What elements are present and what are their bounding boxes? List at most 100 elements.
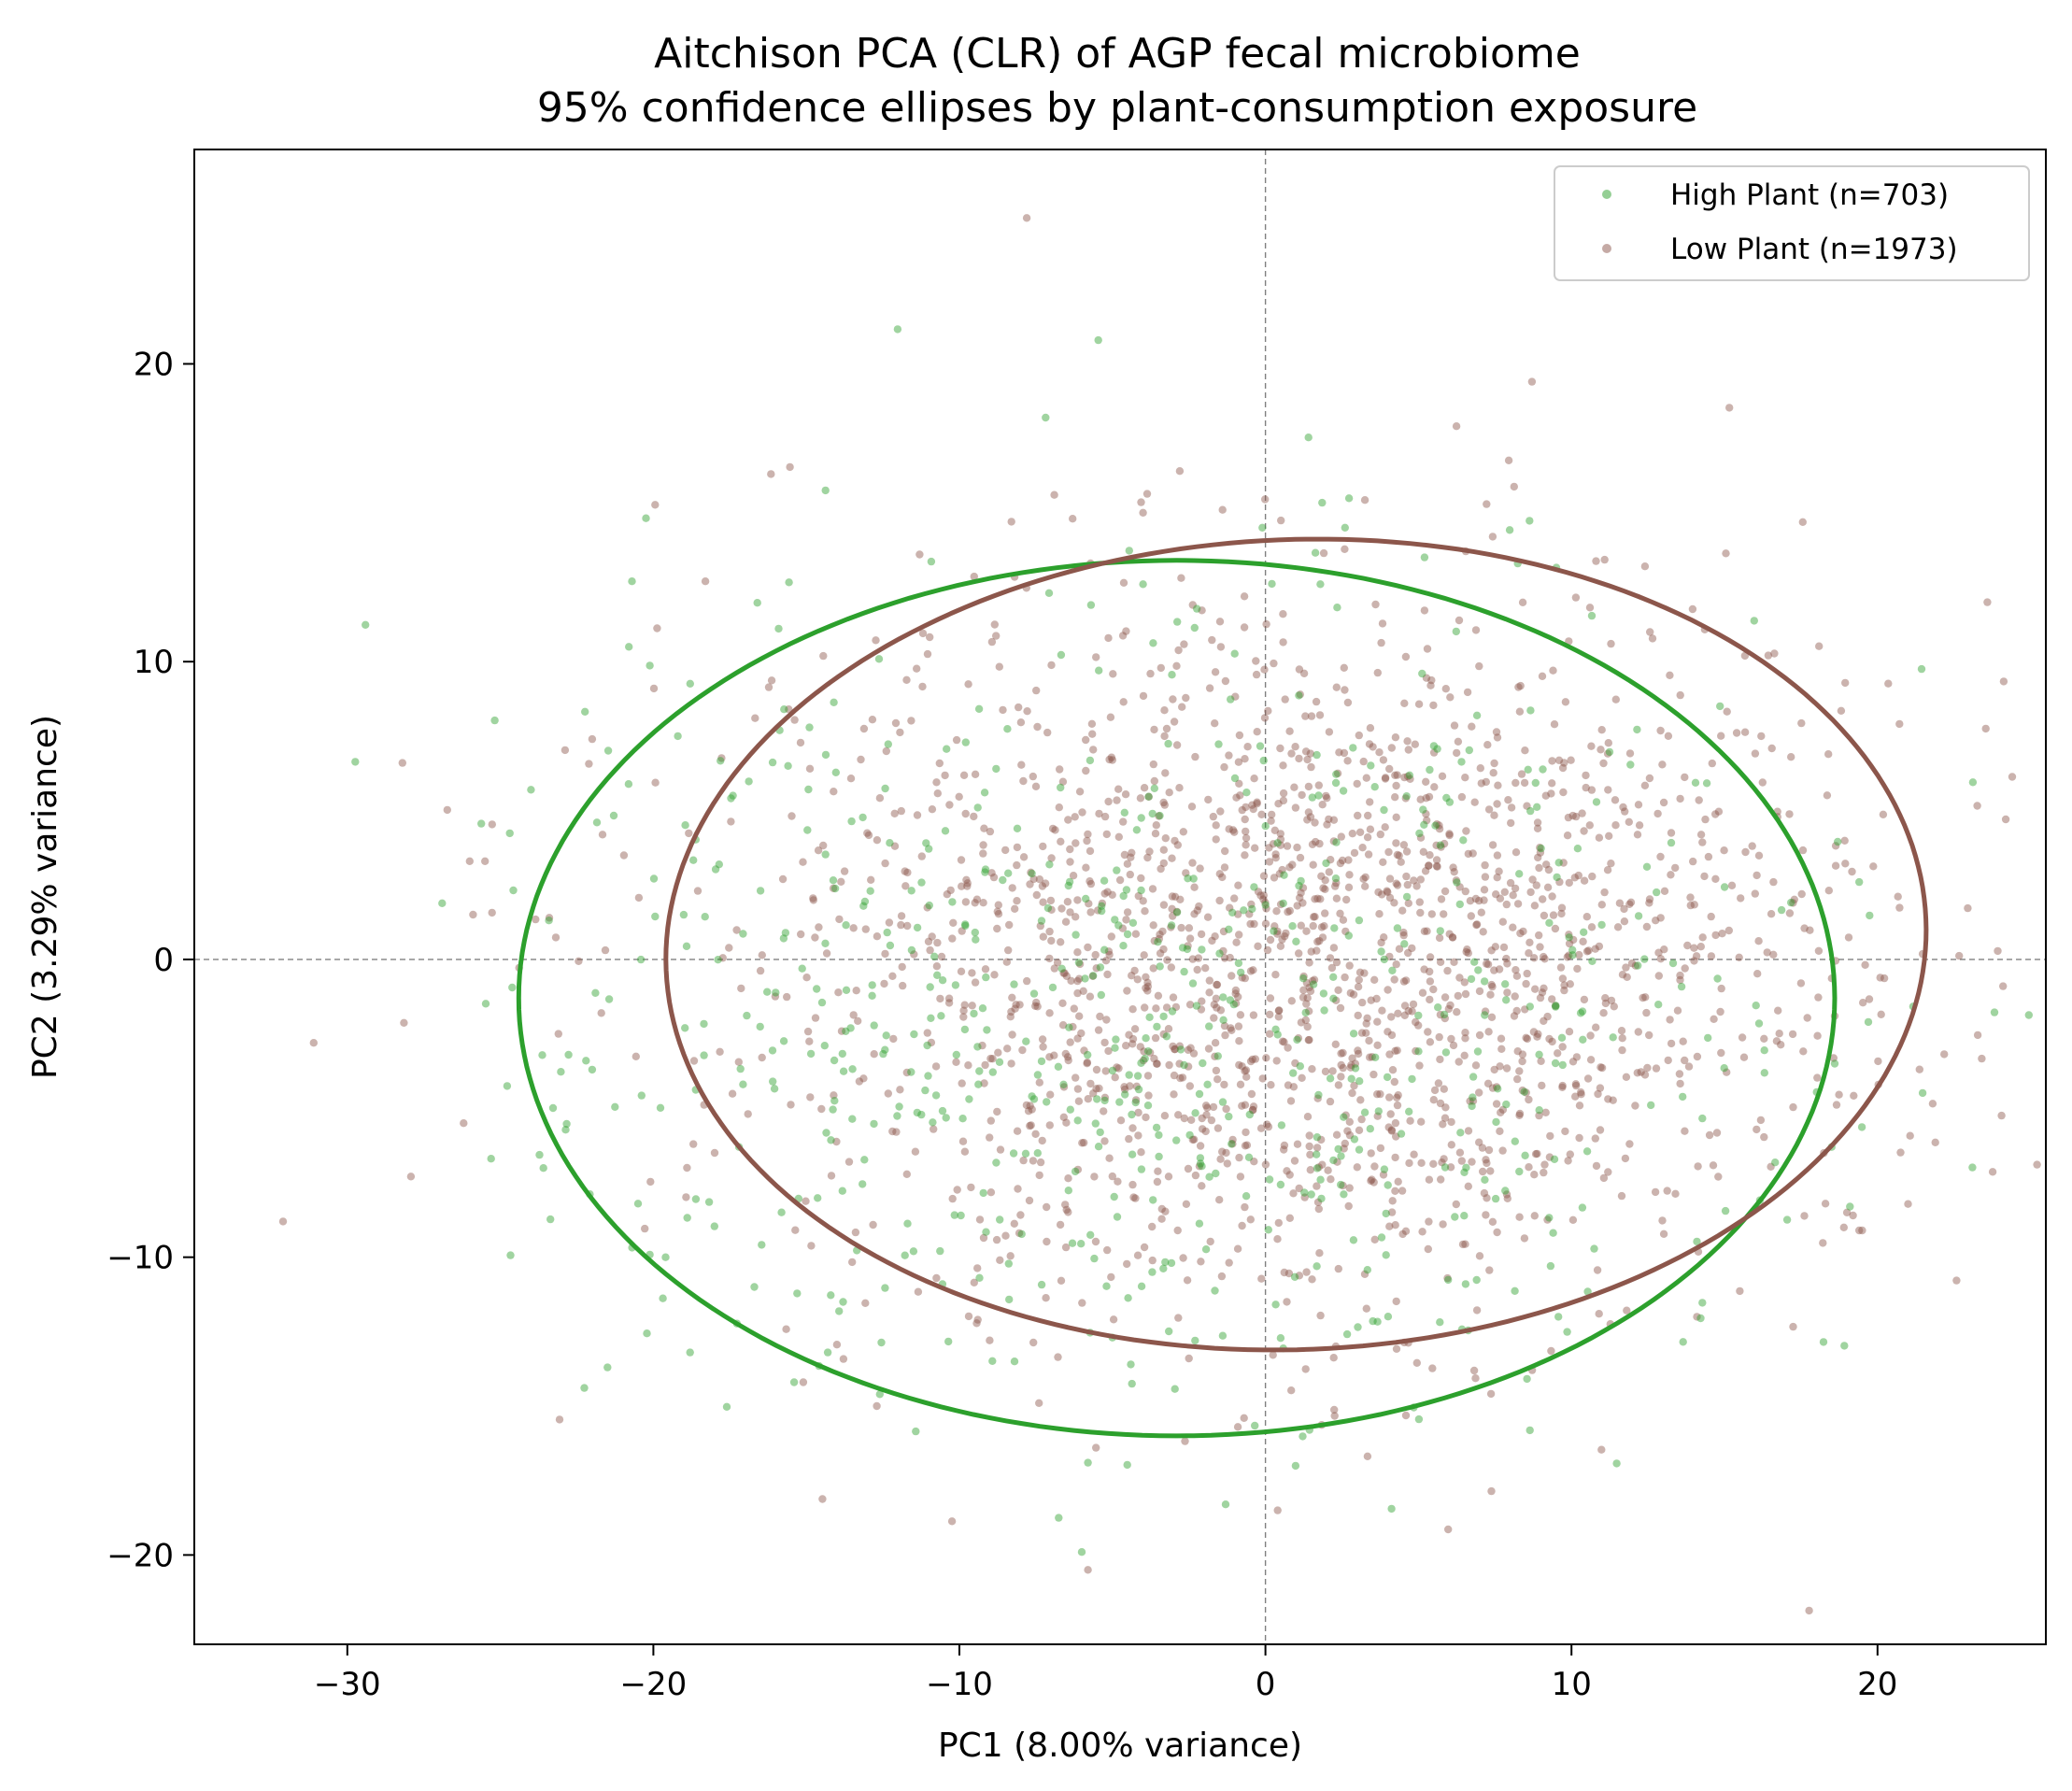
point-low-plant (1254, 942, 1262, 950)
point-low-plant (1361, 882, 1370, 890)
point-low-plant (1142, 1113, 1150, 1122)
point-low-plant (1401, 794, 1411, 803)
point-low-plant (1453, 748, 1461, 758)
point-low-plant (986, 1054, 995, 1063)
point-low-plant (1373, 1112, 1382, 1120)
point-low-plant (1625, 900, 1634, 908)
point-low-plant (927, 1038, 936, 1047)
point-low-plant (1388, 1066, 1398, 1074)
point-low-plant (1086, 877, 1094, 886)
point-low-plant (980, 1079, 988, 1087)
point-low-plant (1182, 1200, 1191, 1209)
point-high-plant (1137, 814, 1145, 822)
point-low-plant (737, 984, 745, 993)
point-low-plant (1315, 936, 1324, 945)
point-low-plant (884, 1089, 892, 1098)
point-low-plant (1056, 765, 1064, 774)
point-low-plant (1309, 921, 1317, 931)
point-low-plant (1029, 1157, 1038, 1165)
point-high-plant (1010, 1357, 1019, 1366)
point-low-plant (981, 965, 990, 974)
point-low-plant (1754, 937, 1763, 945)
point-low-plant (1226, 953, 1234, 962)
point-low-plant (846, 775, 856, 783)
point-low-plant (1799, 1047, 1808, 1056)
point-low-plant (1666, 1016, 1674, 1024)
point-low-plant (1089, 1089, 1098, 1098)
point-high-plant (1195, 1219, 1204, 1228)
point-high-plant (1633, 725, 1641, 734)
point-high-plant (1205, 1022, 1213, 1031)
point-low-plant (1266, 994, 1275, 1002)
point-low-plant (923, 649, 932, 659)
point-low-plant (1490, 811, 1498, 819)
point-low-plant (1238, 805, 1246, 815)
point-low-plant (861, 925, 870, 933)
point-low-plant (972, 1319, 981, 1328)
point-low-plant (1241, 974, 1250, 983)
point-low-plant (1518, 1086, 1527, 1095)
point-high-plant (881, 1045, 889, 1054)
point-low-plant (1377, 638, 1385, 647)
point-low-plant (1348, 1054, 1356, 1062)
point-low-plant (1567, 756, 1575, 764)
point-low-plant (1503, 988, 1511, 997)
point-low-plant (910, 950, 918, 959)
point-low-plant (1391, 1118, 1400, 1128)
point-low-plant (1399, 841, 1409, 849)
point-low-plant (1490, 966, 1498, 974)
point-high-plant (1526, 517, 1534, 525)
point-low-plant (963, 882, 972, 890)
point-low-plant (1648, 634, 1657, 643)
point-high-plant (1426, 765, 1434, 775)
point-low-plant (1603, 866, 1612, 874)
point-high-plant (561, 1126, 570, 1134)
point-low-plant (1432, 820, 1441, 829)
point-low-plant (1563, 953, 1572, 961)
point-low-plant (1280, 1145, 1288, 1154)
point-high-plant (1043, 903, 1053, 913)
point-low-plant (1160, 1112, 1170, 1120)
point-low-plant (1511, 992, 1519, 1001)
point-low-plant (1366, 798, 1374, 806)
point-low-plant (1427, 675, 1436, 685)
point-low-plant (1056, 1220, 1065, 1230)
point-low-plant (1329, 1354, 1338, 1362)
point-high-plant (847, 817, 856, 826)
point-high-plant (1271, 1301, 1280, 1309)
point-low-plant (649, 684, 659, 693)
point-low-plant (898, 962, 906, 972)
point-low-plant (915, 550, 924, 559)
point-low-plant (1045, 1009, 1054, 1017)
point-low-plant (1373, 1041, 1382, 1050)
point-high-plant (710, 1222, 718, 1230)
point-low-plant (758, 951, 766, 959)
point-high-plant (1605, 747, 1614, 757)
point-low-plant (1061, 1201, 1070, 1209)
point-low-plant (1276, 830, 1285, 838)
point-low-plant (1325, 815, 1333, 824)
point-low-plant (799, 1378, 808, 1386)
point-low-plant (1502, 1190, 1511, 1199)
point-low-plant (1071, 813, 1079, 821)
point-high-plant (603, 1363, 612, 1372)
point-low-plant (840, 867, 849, 875)
point-low-plant (1137, 498, 1145, 506)
point-low-plant (1015, 1001, 1024, 1009)
point-low-plant (1321, 885, 1329, 893)
point-low-plant (1152, 1004, 1160, 1013)
point-high-plant (1193, 604, 1201, 613)
point-high-plant (1086, 756, 1095, 765)
point-low-plant (975, 1215, 985, 1224)
point-high-plant (651, 912, 660, 921)
ellipse-low-plant (663, 536, 1929, 1353)
point-low-plant (1329, 837, 1339, 846)
point-high-plant (603, 746, 613, 755)
point-low-plant (1113, 796, 1121, 804)
point-low-plant (1819, 1239, 1827, 1247)
point-low-plant (1066, 858, 1074, 866)
point-low-plant (1349, 990, 1358, 999)
point-low-plant (1373, 1090, 1382, 1099)
point-low-plant (993, 907, 1002, 916)
point-low-plant (1305, 983, 1313, 992)
